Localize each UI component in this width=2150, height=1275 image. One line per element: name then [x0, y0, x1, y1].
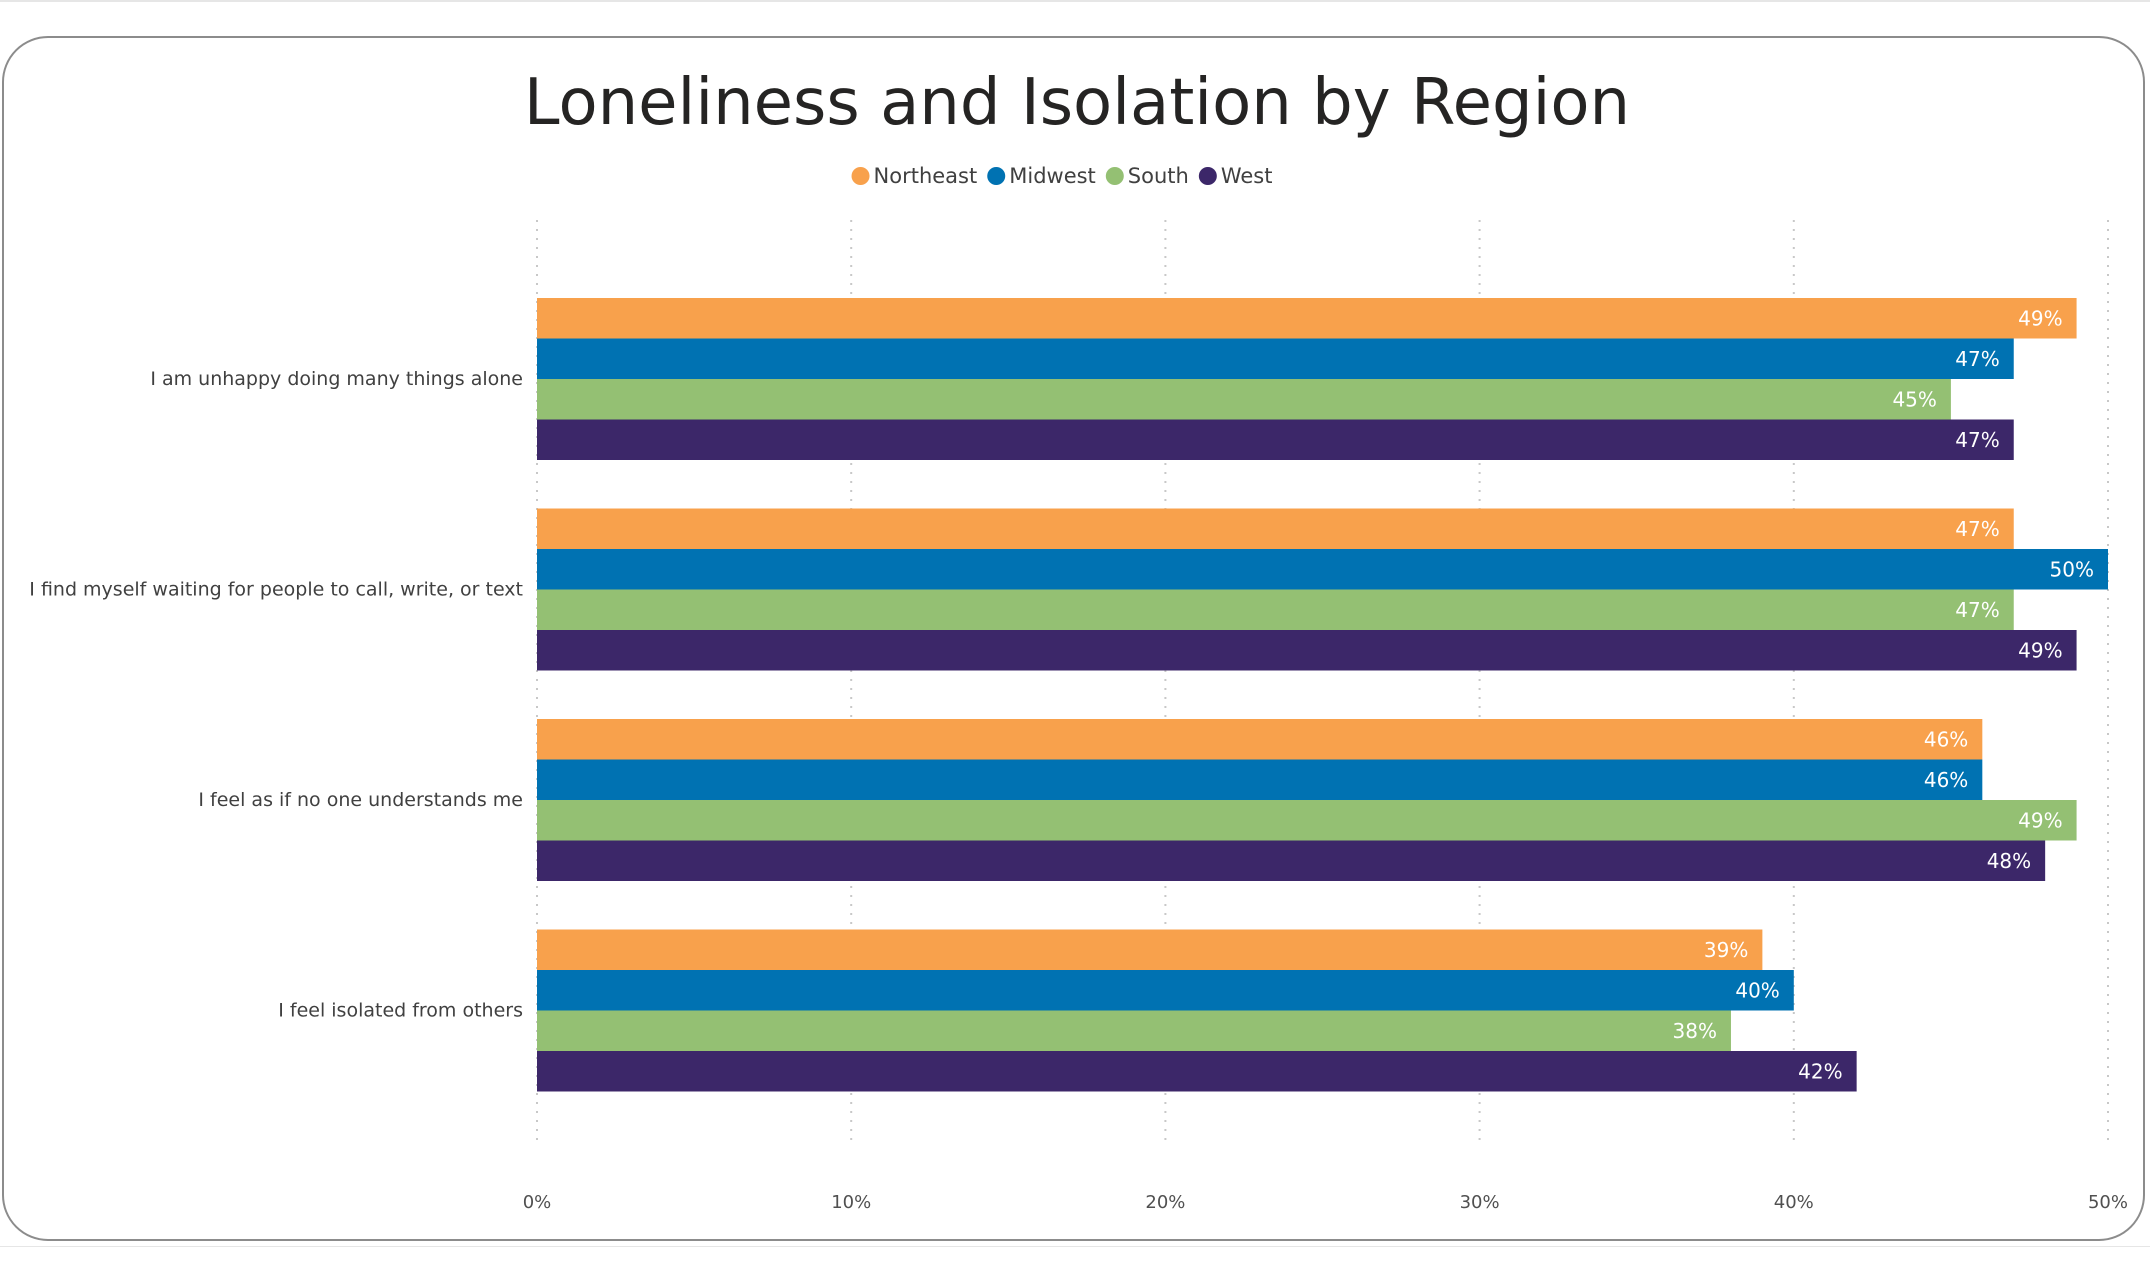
category-label: I feel isolated from others: [278, 1000, 523, 1022]
bars: 49% 47% 45% 47% 47% 50% 47% 49% 46% 46% 49% 48% 39% 4…: [537, 298, 2108, 1092]
bar-midwest-0: [537, 338, 2014, 379]
bar-northeast-1: [537, 508, 2014, 549]
x-tick-label: 20%: [1145, 1192, 1185, 1213]
data-label-northeast-2: 46%: [1924, 727, 1968, 751]
bar-west-1: [537, 630, 2077, 671]
x-tick-label: 30%: [1460, 1192, 1500, 1213]
category-label: I find myself waiting for people to call…: [29, 579, 523, 601]
data-label-south-0: 45%: [1892, 387, 1936, 411]
bar-west-2: [537, 840, 2046, 881]
x-tick-label: 50%: [2088, 1192, 2128, 1213]
legend-label-northeast: Northeast: [874, 164, 978, 188]
bar-west-3: [537, 1051, 1857, 1092]
bar-northeast-0: [537, 298, 2077, 339]
legend: Northeast Midwest South West: [851, 164, 1273, 188]
legend-marker-south: [1105, 167, 1124, 185]
top-border-line: [0, 0, 2150, 2]
bar-south-2: [537, 800, 2077, 841]
category-label: I am unhappy doing many things alone: [150, 368, 523, 390]
legend-marker-northeast: [851, 167, 870, 185]
data-label-midwest-1: 50%: [2050, 557, 2094, 581]
bar-midwest-2: [537, 759, 1983, 800]
data-label-south-1: 47%: [1955, 598, 1999, 622]
x-tick-label: 0%: [523, 1192, 552, 1213]
bar-northeast-2: [537, 719, 1983, 760]
bar-midwest-3: [537, 970, 1794, 1011]
data-label-west-0: 47%: [1955, 428, 1999, 452]
data-label-northeast-0: 49%: [2018, 306, 2062, 330]
data-label-northeast-1: 47%: [1955, 517, 1999, 541]
data-label-northeast-3: 39%: [1704, 938, 1748, 962]
legend-marker-west: [1198, 167, 1217, 185]
data-label-midwest-0: 47%: [1955, 347, 1999, 371]
bar-south-1: [537, 589, 2014, 630]
data-label-west-2: 48%: [1987, 849, 2031, 873]
data-label-south-2: 49%: [2018, 808, 2062, 832]
legend-label-west: West: [1221, 164, 1273, 188]
data-label-midwest-3: 40%: [1735, 978, 1779, 1002]
bar-midwest-1: [537, 549, 2108, 590]
data-label-midwest-2: 46%: [1924, 768, 1968, 792]
data-label-west-1: 49%: [2018, 638, 2062, 662]
bottom-border-line: [0, 1246, 2150, 1247]
legend-marker-midwest: [987, 167, 1006, 185]
category-labels: I am unhappy doing many things alone I fi…: [29, 368, 523, 1022]
bar-west-0: [537, 419, 2014, 460]
chart-title: Loneliness and Isolation by Region: [524, 66, 1630, 140]
category-label: I feel as if no one understands me: [198, 789, 523, 811]
bar-south-3: [537, 1010, 1731, 1051]
x-tick-label: 10%: [831, 1192, 871, 1213]
x-tick-label: 40%: [1774, 1192, 1814, 1213]
legend-label-midwest: Midwest: [1009, 164, 1096, 188]
bar-south-0: [537, 379, 1951, 420]
data-label-south-3: 38%: [1673, 1019, 1717, 1043]
x-axis-ticks: 0% 10% 20% 30% 40% 50%: [523, 1192, 2128, 1213]
legend-label-south: South: [1128, 164, 1189, 188]
data-label-west-3: 42%: [1798, 1059, 1842, 1083]
bar-northeast-3: [537, 929, 1763, 970]
